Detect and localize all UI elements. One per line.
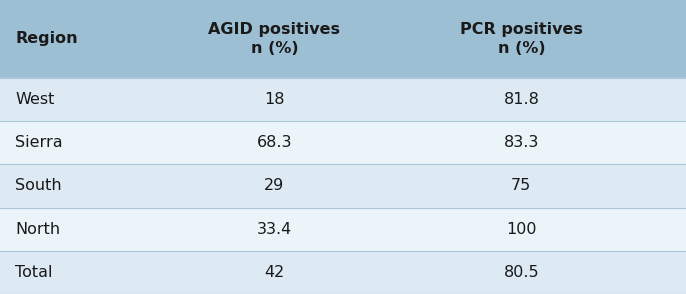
Text: 29: 29 — [264, 178, 285, 193]
Text: Region: Region — [15, 31, 78, 46]
Bar — [0, 208, 686, 251]
Text: 18: 18 — [264, 92, 285, 107]
Bar — [0, 164, 686, 208]
Bar — [0, 0, 686, 78]
Text: 68.3: 68.3 — [257, 135, 292, 150]
Text: South: South — [15, 178, 62, 193]
Bar — [0, 121, 686, 164]
Text: North: North — [15, 222, 60, 237]
Text: 42: 42 — [264, 265, 285, 280]
Text: 33.4: 33.4 — [257, 222, 292, 237]
Text: 80.5: 80.5 — [504, 265, 539, 280]
Text: Sierra: Sierra — [15, 135, 62, 150]
Bar — [0, 251, 686, 294]
Bar — [0, 78, 686, 121]
Text: AGID positives
n (%): AGID positives n (%) — [209, 22, 340, 56]
Text: 83.3: 83.3 — [504, 135, 539, 150]
Text: 75: 75 — [511, 178, 532, 193]
Text: 81.8: 81.8 — [504, 92, 539, 107]
Text: Total: Total — [15, 265, 53, 280]
Text: West: West — [15, 92, 54, 107]
Text: PCR positives
n (%): PCR positives n (%) — [460, 22, 583, 56]
Text: 100: 100 — [506, 222, 536, 237]
